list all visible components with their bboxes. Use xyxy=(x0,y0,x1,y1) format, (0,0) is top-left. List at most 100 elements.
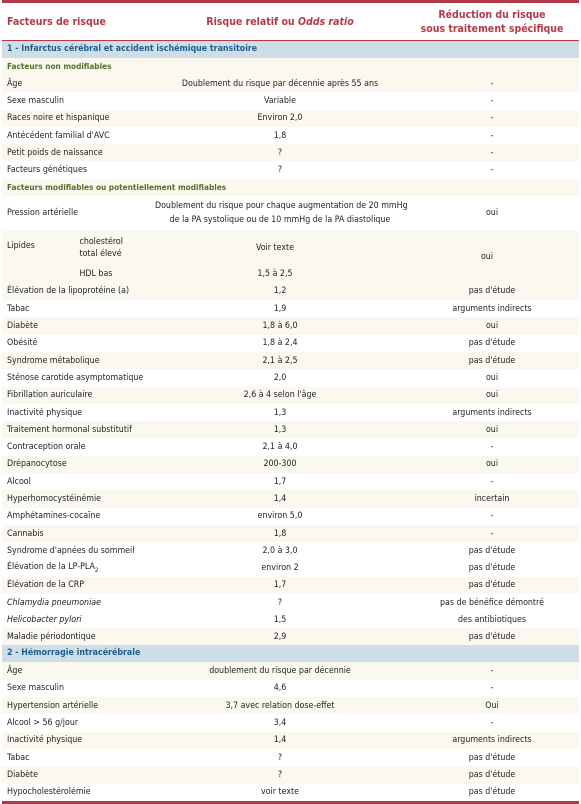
factor-cell: Sexe masculin xyxy=(7,95,65,106)
table-row: Traitement hormonal substitutif 1,3 oui xyxy=(2,421,579,439)
risk-helicobacter: 1,5 xyxy=(273,614,287,625)
section-title-ischemic: 1 - Infarctus cérébral et accident isché… xyxy=(2,41,579,58)
reduction-cell: pas d'étude xyxy=(468,563,516,574)
factor-cell: Contraception orale xyxy=(7,442,86,453)
risk-cell: 1,3 xyxy=(273,424,287,435)
reduction-cell: - xyxy=(490,476,494,487)
nonmodifiable-rows: Âge Doublement du risque par décennie apr… xyxy=(2,75,579,179)
factor-cell: Alcool > 56 g/jour xyxy=(7,717,79,728)
lipids-subfactors: cholestérol total élevé HDL bas xyxy=(79,231,150,283)
header-relative-risk: Risque relatif ou Odds ratio xyxy=(155,16,405,28)
table-row: Fibrillation auriculaire 2,6 à 4 selon l'… xyxy=(2,386,579,404)
table-row: Tabac 1,9 arguments indirects xyxy=(2,300,579,317)
table-row: Alcool > 56 g/jour 3,4 - xyxy=(2,714,579,731)
risk-cell: ? xyxy=(277,147,283,158)
risk-chlamydia: ? xyxy=(277,597,283,608)
reduction-cell: pas d'étude xyxy=(468,631,516,642)
factor-cell: Cannabis xyxy=(7,528,44,539)
factor-cell: Sexe masculin xyxy=(7,683,65,694)
table-row: Hypocholestérolémie voir texte pas d'étude xyxy=(2,784,579,801)
lppla2-label: Élévation de la LP-PLA xyxy=(7,562,95,573)
table-row: Drépanocytose 200-300 oui xyxy=(2,455,579,474)
reduction-cell: oui xyxy=(485,208,499,219)
factor-cell: Pression artérielle xyxy=(7,208,79,219)
table-row: Diabète 1,8 à 6,0 oui xyxy=(2,317,579,335)
lipids-subfactor-cholesterol: cholestérol total élevé xyxy=(79,231,150,265)
risk-cell: Environ 2,0 xyxy=(257,113,303,124)
factor-cell: Diabète xyxy=(7,321,39,332)
table-row: Sténose carotide asymptomatique 2,0 oui xyxy=(2,369,579,386)
factor-cell: Hypertension artérielle xyxy=(7,700,99,711)
risk-cell: environ 2 xyxy=(261,563,299,574)
factor-cell: Antécédent familial d'AVC xyxy=(7,130,110,141)
risk-cell: Variable xyxy=(264,95,296,106)
reduction-cell: - xyxy=(490,442,494,453)
table-row: Âge Doublement du risque par décennie apr… xyxy=(2,75,579,93)
risk-cell: 1,8 à 6,0 xyxy=(262,321,298,332)
risk-cell: 1,4 xyxy=(273,735,287,746)
table-row: Inactivité physique 1,3 arguments indirect… xyxy=(2,404,579,421)
factor-cell: Races noire et hispanique xyxy=(7,113,110,124)
risk-cell: 1,2 xyxy=(273,286,287,297)
lipids-sub1-line2: total élevé xyxy=(79,248,122,259)
table-row: Obésité 1,8 à 2,4 pas d'étude xyxy=(2,335,579,352)
risk-cell: Doublement du risque pour chaque augment… xyxy=(155,199,408,227)
lipids-subfactor-hdl: HDL bas xyxy=(79,268,113,279)
lipids-risk1: Voir texte xyxy=(255,242,294,253)
factor-cell: Hypocholestérolémie xyxy=(7,787,91,798)
header-relative-risk-text: Risque relatif ou xyxy=(206,15,298,28)
table-row: Facteurs génétiques? - xyxy=(2,161,579,178)
reduction-cell: - xyxy=(490,511,494,522)
reduction-cell: oui xyxy=(485,390,499,401)
factor-cell: Syndrome métabolique xyxy=(7,355,100,366)
table-row-blood-pressure: Pression artérielle Doublement du risque… xyxy=(2,196,579,231)
risk-cell: 4,6 xyxy=(273,683,287,694)
header-risk-reduction: Réduction du risque sous traitement spéci… xyxy=(405,8,579,36)
reduction-cell: oui xyxy=(485,459,499,470)
factor-cell: Facteurs génétiques xyxy=(7,165,87,176)
risk-cell: doublement du risque par décennie xyxy=(209,666,351,677)
risk-cell: 1,4 xyxy=(273,493,287,504)
table-row: Alcool 1,7 - xyxy=(2,473,579,490)
factor-cell: Âge xyxy=(7,78,23,89)
reduction-cell: arguments indirects xyxy=(452,735,532,746)
reduction-cell: incertain xyxy=(474,493,510,504)
reduction-cell: oui xyxy=(485,321,499,332)
reduction-cell: - xyxy=(490,666,494,677)
reduction-cell: oui xyxy=(485,372,499,383)
risk-line2: de la PA systolique ou de 10 mmHg de la … xyxy=(169,215,391,226)
table-row: Tabac? pas d'étude xyxy=(2,749,579,766)
table-row-infections: Chlamydia pneumoniae Helicobacter pylori … xyxy=(2,594,579,628)
factor-cell: Tabac xyxy=(7,303,30,314)
reduction-cell: pas d'étude xyxy=(468,580,516,591)
table-row: Sexe masculin 4,6 - xyxy=(2,680,579,697)
table-row: Syndrome d'apnées du sommeil 2,0 à 3,0 pas… xyxy=(2,542,579,559)
reduction-cell: pas d'étude xyxy=(468,545,516,556)
table-row: Inactivité physique 1,4 arguments indirect… xyxy=(2,731,579,749)
risk-cell: 3,7 avec relation dose-effet xyxy=(225,700,335,711)
reduction-cell: pas d'étude xyxy=(468,286,516,297)
reduction-cell: pas d'étude xyxy=(468,752,516,763)
factor-cell: Drépanocytose xyxy=(7,459,67,470)
reduction-cell: - xyxy=(490,528,494,539)
risk-cell: 3,4 xyxy=(273,717,287,728)
risk-cell: 2,9 xyxy=(273,631,287,642)
reduction-cell: - xyxy=(490,165,494,176)
table-row-periodontal: Maladie périodontique 2,9 pas d'étude xyxy=(2,628,579,646)
lppla2-subscript: 2 xyxy=(94,567,99,575)
table-row: Antécédent familial d'AVC 1,8 - xyxy=(2,127,579,144)
header-factors: Facteurs de risque xyxy=(7,15,106,28)
table-row: Syndrome métabolique 2,1 à 2,5 pas d'étude xyxy=(2,351,579,370)
table-header: Facteurs de risque Risque relatif ou Odd… xyxy=(2,3,579,41)
factor-cell: Tabac xyxy=(7,752,30,763)
risk-cell: 1,9 xyxy=(273,303,287,314)
risk-cell: ? xyxy=(277,752,283,763)
reduction-cell: - xyxy=(490,683,494,694)
factor-cell: Élévation de la lipoprotéine (a) xyxy=(7,286,130,297)
factor-cell: Obésité xyxy=(7,338,38,349)
modifiable-rows: Élévation de la lipoprotéine (a) 1,2 pas d… xyxy=(2,282,579,560)
risk-cell: 1,7 xyxy=(273,476,287,487)
risk-cell: ? xyxy=(277,769,283,780)
factor-cell: Chlamydia pneumoniae Helicobacter pylori xyxy=(2,594,155,628)
reduction-cell: - xyxy=(490,147,494,158)
